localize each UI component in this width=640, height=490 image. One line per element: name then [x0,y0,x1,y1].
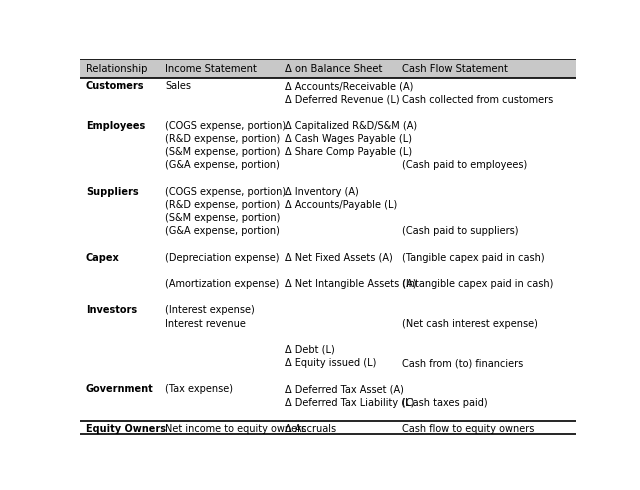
Text: Δ Net Intangible Assets (A): Δ Net Intangible Assets (A) [285,279,417,289]
Text: (R&D expense, portion): (R&D expense, portion) [165,200,280,210]
Text: (Net cash interest expense): (Net cash interest expense) [402,318,538,328]
Text: Interest revenue: Interest revenue [165,318,246,328]
Text: (Interest expense): (Interest expense) [165,305,255,316]
Text: Cash collected from customers: Cash collected from customers [402,95,553,104]
Text: Δ Debt (L): Δ Debt (L) [285,345,335,355]
Text: Δ on Balance Sheet: Δ on Balance Sheet [285,64,383,74]
FancyBboxPatch shape [80,59,576,78]
Text: Δ Accruals: Δ Accruals [285,424,337,434]
Text: (COGS expense, portion): (COGS expense, portion) [165,187,287,197]
Text: Δ Cash Wages Payable (L): Δ Cash Wages Payable (L) [285,134,412,144]
Text: Δ Equity issued (L): Δ Equity issued (L) [285,358,377,368]
Text: (S&M expense, portion): (S&M expense, portion) [165,213,281,223]
Text: Δ Accounts/Payable (L): Δ Accounts/Payable (L) [285,200,397,210]
Text: (Amortization expense): (Amortization expense) [165,279,280,289]
Text: (Tax expense): (Tax expense) [165,385,234,394]
Text: Δ Deferred Tax Liability (L): Δ Deferred Tax Liability (L) [285,397,415,408]
Text: (Depreciation expense): (Depreciation expense) [165,253,280,263]
Text: Δ Net Fixed Assets (A): Δ Net Fixed Assets (A) [285,253,393,263]
Text: Employees: Employees [86,121,145,131]
Text: Equity Owners: Equity Owners [86,424,166,434]
Text: Δ Accounts/Receivable (A): Δ Accounts/Receivable (A) [285,81,413,91]
Text: Government: Government [86,385,154,394]
Text: Relationship: Relationship [86,64,147,74]
Text: Capex: Capex [86,253,120,263]
Text: Cash from (to) financiers: Cash from (to) financiers [402,358,523,368]
Text: Cash flow to equity owners: Cash flow to equity owners [402,424,534,434]
Text: Δ Capitalized R&D/S&M (A): Δ Capitalized R&D/S&M (A) [285,121,417,131]
Text: Suppliers: Suppliers [86,187,139,197]
Text: Investors: Investors [86,305,137,316]
Text: (Intangible capex paid in cash): (Intangible capex paid in cash) [402,279,553,289]
Text: (R&D expense, portion): (R&D expense, portion) [165,134,280,144]
Text: (COGS expense, portion): (COGS expense, portion) [165,121,287,131]
Text: (Cash paid to suppliers): (Cash paid to suppliers) [402,226,518,236]
Text: (G&A expense, portion): (G&A expense, portion) [165,160,280,171]
Text: Δ Deferred Tax Asset (A): Δ Deferred Tax Asset (A) [285,385,404,394]
Text: (Cash paid to employees): (Cash paid to employees) [402,160,527,171]
Text: (S&M expense, portion): (S&M expense, portion) [165,147,281,157]
Text: Customers: Customers [86,81,145,91]
Text: Income Statement: Income Statement [165,64,257,74]
Text: (Tangible capex paid in cash): (Tangible capex paid in cash) [402,253,545,263]
Text: Δ Inventory (A): Δ Inventory (A) [285,187,359,197]
Text: Cash Flow Statement: Cash Flow Statement [402,64,508,74]
Text: Net income to equity owners: Net income to equity owners [165,424,307,434]
Text: Δ Deferred Revenue (L): Δ Deferred Revenue (L) [285,95,400,104]
Text: (Cash taxes paid): (Cash taxes paid) [402,397,488,408]
Text: Sales: Sales [165,81,191,91]
Text: Δ Share Comp Payable (L): Δ Share Comp Payable (L) [285,147,412,157]
Text: (G&A expense, portion): (G&A expense, portion) [165,226,280,236]
